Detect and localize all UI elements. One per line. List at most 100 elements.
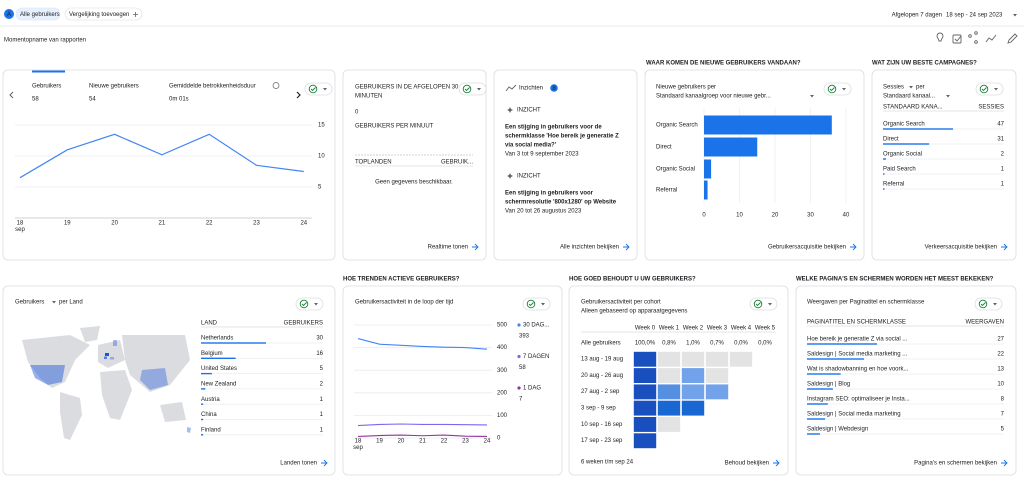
cohort-label: 13 aug - 19 aug [581, 357, 623, 363]
dropdown-caret[interactable] [909, 86, 913, 89]
share-icon[interactable] [968, 34, 972, 38]
insight-text[interactable]: schermklasse 'Hoe bereik je generatie Z [505, 134, 619, 140]
link-arrow[interactable] [850, 243, 857, 251]
dropdown-caret[interactable] [477, 88, 481, 91]
empty-state: Geen gegevens beschikbaar. [375, 180, 453, 186]
dropdown-caret[interactable] [314, 303, 318, 306]
check-icon [526, 299, 536, 309]
cohort-cell [633, 416, 657, 433]
cohort-cell [657, 367, 681, 384]
row-label[interactable]: New Zealand [201, 381, 236, 387]
total-value: 0,0% [758, 341, 772, 347]
row-label[interactable]: Organic Social [883, 152, 922, 158]
compare-pill[interactable] [749, 297, 778, 311]
edit-icon[interactable] [952, 34, 962, 44]
link-arrow[interactable] [321, 459, 328, 467]
insight-text[interactable]: Een stijging in gebruikers voor de [505, 125, 602, 131]
plus-icon[interactable] [133, 12, 138, 17]
dropdown-caret[interactable] [768, 303, 772, 306]
tab-label[interactable]: Gebruikers [32, 84, 61, 90]
dropdown-caret[interactable] [994, 88, 998, 91]
row-label[interactable]: United States [201, 366, 237, 372]
metric-select[interactable]: Gebruikers [15, 300, 44, 306]
row-label[interactable]: Saldesign | Social media marketing [807, 412, 901, 418]
audience-chip[interactable] [15, 7, 61, 21]
metric-select[interactable]: Sessies [883, 85, 904, 91]
compare-chip[interactable] [64, 7, 143, 21]
row-label[interactable]: Saldesign | Social media marketing ... [807, 352, 908, 358]
card-link[interactable]: Gebruikersacquisitie bekijken [768, 245, 846, 251]
dimension-select[interactable]: Standaard kanaal... [883, 94, 935, 100]
card-title: GEBRUIKERS IN DE AFGELOPEN 30 [355, 85, 459, 91]
activity-card [342, 285, 563, 476]
dropdown-caret[interactable] [52, 301, 56, 304]
link-arrow[interactable] [623, 243, 630, 251]
dropdown-caret[interactable] [541, 303, 545, 306]
compare-pill[interactable] [304, 82, 333, 96]
dropdown-caret[interactable] [946, 95, 950, 98]
card-title[interactable]: Standaard kanaalgroep voor nieuwe gebr..… [656, 94, 771, 100]
row-label[interactable]: Wat is shadowbanning en hoe voork... [807, 367, 909, 373]
insight-text[interactable]: via social media?' [505, 143, 557, 149]
row-value: 13 [997, 367, 1004, 373]
row-label[interactable]: Instagram SEO: optimaliseer je Insta... [807, 397, 910, 403]
pencil-icon[interactable] [1007, 33, 1018, 44]
row-label[interactable]: Paid Search [883, 167, 916, 173]
card-link[interactable]: Landen tonen [280, 461, 317, 467]
card-link[interactable]: Pagina's en schermen bekijken [914, 461, 997, 467]
line-series [357, 423, 488, 427]
next-chevron[interactable] [296, 91, 301, 99]
x-tick-label: 23 [462, 439, 469, 445]
pages-card [795, 285, 1017, 476]
row-bar [201, 357, 236, 359]
insights-icon[interactable] [936, 32, 944, 42]
insights-count: 8 [552, 86, 556, 92]
compare-pill[interactable] [974, 297, 1003, 311]
link-arrow[interactable] [472, 243, 479, 251]
page-title: Momentopname van rapporten [4, 38, 86, 44]
dropdown-caret[interactable] [842, 88, 846, 91]
tab-label[interactable]: Nieuwe gebruikers [89, 84, 139, 90]
card-link[interactable]: Alle inzichten bekijken [560, 245, 619, 251]
bar [704, 115, 832, 135]
compare-pill[interactable] [975, 82, 1004, 96]
country-shape [140, 368, 168, 390]
check-mark [755, 302, 761, 307]
row-label[interactable]: Referral [883, 182, 904, 188]
compare-pill[interactable] [295, 297, 324, 311]
row-bar [201, 388, 206, 390]
row-label[interactable]: Netherlands [201, 336, 233, 342]
row-label[interactable]: Hoe bereik je generatie Z via social ... [807, 337, 908, 343]
row-label[interactable]: Direct [883, 137, 899, 143]
prev-chevron[interactable] [9, 91, 14, 99]
row-label[interactable]: China [201, 412, 217, 418]
compare-pill[interactable] [823, 82, 852, 96]
row-label[interactable]: Saldesign | Webdesign [807, 427, 868, 433]
dropdown-caret[interactable] [993, 303, 997, 306]
row-label[interactable]: Finland [201, 427, 221, 433]
edit-check [954, 35, 962, 42]
x-tick-label: 22 [206, 221, 213, 227]
tab-label[interactable]: Gemiddelde betrokkenheidsduur [169, 84, 256, 90]
card-link[interactable]: Behoud bekijken [725, 461, 769, 467]
insight-text[interactable]: schermresolutie '800x1280' op Website [505, 200, 617, 206]
row-bar [807, 433, 820, 435]
dropdown-caret[interactable] [323, 88, 327, 91]
compare-pill[interactable] [522, 297, 551, 311]
card-title[interactable]: Nieuwe gebruikers per [656, 85, 716, 91]
dropdown-caret[interactable] [810, 95, 814, 98]
trend-icon[interactable] [985, 34, 997, 43]
dropdown-caret[interactable] [1013, 14, 1017, 17]
card-link[interactable]: Realtime tonen [428, 245, 468, 251]
date-range[interactable]: 18 sep - 24 sep 2023 [946, 13, 1003, 19]
row-label[interactable]: Belgium [201, 351, 223, 357]
link-arrow[interactable] [773, 459, 780, 467]
link-arrow[interactable] [1001, 243, 1008, 251]
link-arrow[interactable] [1001, 459, 1008, 467]
row-label[interactable]: Austria [201, 397, 220, 403]
row-label[interactable]: Saldesign | Blog [807, 382, 850, 388]
card-link[interactable]: Verkeersacquisitie bekijken [925, 245, 997, 251]
insight-text[interactable]: Een stijging in gebruikers voor [505, 191, 594, 197]
row-label[interactable]: Organic Search [883, 122, 925, 128]
compare-pill[interactable] [458, 82, 487, 96]
